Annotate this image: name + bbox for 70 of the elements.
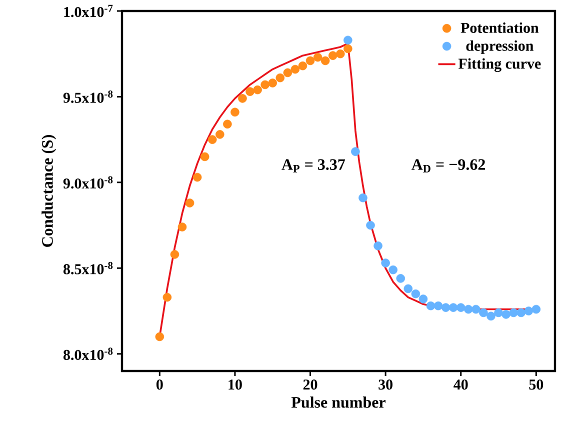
y-tick-label: 8.5x10$^{-8}$ — [63, 262, 113, 274]
point — [336, 49, 345, 58]
point — [344, 36, 352, 45]
point — [253, 85, 262, 94]
point — [185, 198, 194, 208]
point — [178, 222, 187, 232]
x-tick-label: 30 — [378, 380, 392, 390]
point — [162, 292, 172, 302]
point — [418, 294, 428, 304]
point — [388, 265, 398, 274]
legend-label: depression — [466, 40, 534, 54]
point — [494, 308, 503, 318]
x-tick-label: 10 — [228, 380, 242, 390]
legend-label: Fitting curve — [458, 58, 541, 72]
point — [246, 87, 254, 96]
point — [276, 73, 285, 82]
point — [516, 308, 526, 318]
annotation: A$_{P}$ = 3.37 — [282, 159, 346, 172]
point — [298, 61, 308, 70]
point — [411, 289, 420, 298]
x-tick-label: 20 — [303, 380, 318, 390]
point — [208, 135, 217, 144]
point — [472, 304, 480, 314]
y-axis-title: Conductance (S) — [42, 135, 56, 247]
point — [306, 56, 315, 66]
point — [320, 56, 330, 66]
point — [456, 303, 466, 312]
y-tick-label: 9.5x10$^{-8}$ — [63, 90, 113, 103]
x-tick-label: 0 — [156, 380, 163, 390]
point — [441, 303, 450, 312]
point — [268, 78, 278, 88]
point — [238, 94, 247, 103]
point — [509, 308, 518, 318]
point — [502, 310, 510, 319]
point — [366, 220, 375, 230]
point — [230, 108, 240, 117]
point — [290, 64, 300, 74]
point — [170, 250, 180, 259]
x-tick-label: 50 — [529, 380, 544, 390]
y-tick-label: 8.0x10$^{-8}$ — [63, 348, 113, 360]
point — [260, 80, 270, 90]
point — [328, 51, 338, 60]
x-tick-label: 40 — [454, 380, 468, 390]
y-tick-label: 1.0x10$^{-7}$ — [64, 4, 113, 18]
point — [381, 258, 390, 268]
x-axis-title: Pulse number — [291, 396, 386, 408]
point — [479, 308, 488, 318]
point — [223, 120, 232, 129]
point — [404, 284, 413, 294]
point — [464, 304, 473, 314]
annotation: A$_{D}$ = −9.62 — [411, 159, 485, 172]
point — [448, 303, 458, 312]
point — [524, 306, 534, 316]
point — [426, 301, 436, 310]
point — [486, 312, 496, 321]
point — [313, 52, 322, 62]
point — [434, 301, 443, 310]
point — [155, 332, 164, 342]
point — [351, 147, 360, 156]
point — [283, 68, 292, 78]
point — [215, 130, 224, 139]
y-tick-label: 9.0x10$^{-8}$ — [63, 176, 113, 189]
point — [374, 241, 382, 250]
legend-label: Potentiation — [460, 22, 539, 33]
point — [200, 152, 210, 162]
point — [192, 172, 202, 182]
point — [532, 304, 541, 314]
point — [396, 274, 406, 283]
point — [344, 44, 352, 54]
point — [358, 193, 368, 202]
